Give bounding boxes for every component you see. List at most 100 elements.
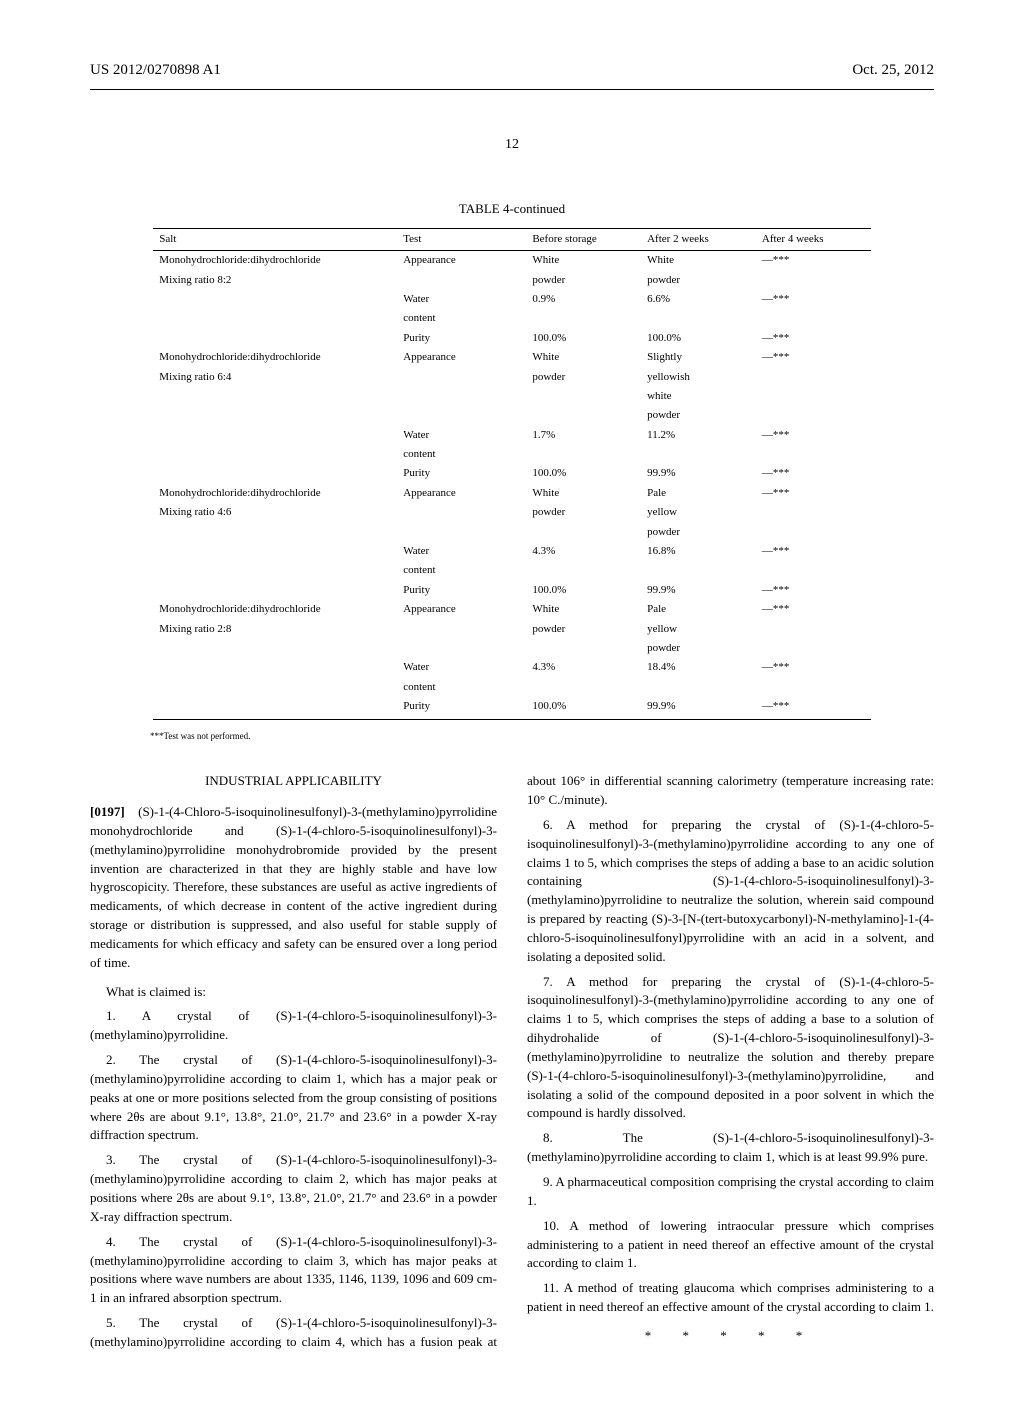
table-cell: Appearance bbox=[397, 251, 526, 271]
claim-9: 9. A pharmaceutical composition comprisi… bbox=[527, 1173, 934, 1211]
table-row: Monohydrochloride:dihydrochlorideAppeara… bbox=[153, 600, 870, 619]
table-cell: Mixing ratio 6:4 bbox=[153, 368, 397, 387]
table-cell: Monohydrochloride:dihydrochloride bbox=[153, 600, 397, 619]
table-cell: Monohydrochloride:dihydrochloride bbox=[153, 348, 397, 367]
table-cell bbox=[153, 678, 397, 697]
table-row: content bbox=[153, 445, 870, 464]
table-cell: 0.9% bbox=[526, 290, 641, 309]
table-cell: Appearance bbox=[397, 348, 526, 367]
table-cell bbox=[641, 309, 756, 328]
table-cell: Mixing ratio 8:2 bbox=[153, 271, 397, 290]
table-row: Water4.3%16.8%—*** bbox=[153, 542, 870, 561]
col-salt: Salt bbox=[153, 228, 397, 250]
header-divider bbox=[90, 89, 934, 90]
table-cell: —*** bbox=[756, 484, 871, 503]
claim-1: 1. A crystal of (S)-1-(4-chloro-5-isoqui… bbox=[90, 1007, 497, 1045]
table-4-continued: TABLE 4-continued Salt Test Before stora… bbox=[153, 200, 870, 720]
table-cell: Purity bbox=[397, 329, 526, 348]
table-cell bbox=[153, 561, 397, 580]
table-cell bbox=[153, 309, 397, 328]
table-cell: content bbox=[397, 445, 526, 464]
table-cell bbox=[397, 271, 526, 290]
table-row: Water4.3%18.4%—*** bbox=[153, 658, 870, 677]
table-cell: —*** bbox=[756, 600, 871, 619]
table-row: white bbox=[153, 387, 870, 406]
table-cell bbox=[153, 542, 397, 561]
table-cell: —*** bbox=[756, 251, 871, 271]
table-cell bbox=[153, 658, 397, 677]
table-cell bbox=[641, 678, 756, 697]
table-row: powder bbox=[153, 639, 870, 658]
table-caption: TABLE 4-continued bbox=[153, 200, 870, 218]
table-cell: powder bbox=[526, 368, 641, 387]
table-cell bbox=[526, 445, 641, 464]
table-cell bbox=[526, 387, 641, 406]
claim-8: 8. The (S)-1-(4-chloro-5-isoquinolinesul… bbox=[527, 1129, 934, 1167]
table-row: content bbox=[153, 678, 870, 697]
table-row: Water1.7%11.2%—*** bbox=[153, 426, 870, 445]
claim-4: 4. The crystal of (S)-1-(4-chloro-5-isoq… bbox=[90, 1233, 497, 1308]
table-cell: 100.0% bbox=[641, 329, 756, 348]
table-cell bbox=[756, 406, 871, 425]
table-cell bbox=[756, 523, 871, 542]
table-cell bbox=[153, 697, 397, 719]
para-0197-text: (S)-1-(4-Chloro-5-isoquinolinesulfonyl)-… bbox=[90, 804, 497, 970]
table-cell: powder bbox=[526, 503, 641, 522]
table-cell: powder bbox=[641, 523, 756, 542]
table-row: Purity100.0%99.9%—*** bbox=[153, 581, 870, 600]
table-cell: 16.8% bbox=[641, 542, 756, 561]
table-cell: 6.6% bbox=[641, 290, 756, 309]
table-cell: —*** bbox=[756, 658, 871, 677]
table-row: Mixing ratio 6:4powderyellowish bbox=[153, 368, 870, 387]
table-cell bbox=[397, 639, 526, 658]
table-cell bbox=[153, 445, 397, 464]
claim-3: 3. The crystal of (S)-1-(4-chloro-5-isoq… bbox=[90, 1151, 497, 1226]
table-cell: Appearance bbox=[397, 600, 526, 619]
para-0197-label: [0197] bbox=[90, 804, 125, 819]
table-cell bbox=[153, 464, 397, 483]
table-cell bbox=[153, 290, 397, 309]
table-cell bbox=[526, 523, 641, 542]
paragraph-0197: [0197] (S)-1-(4-Chloro-5-isoquinolinesul… bbox=[90, 803, 497, 973]
table-cell: content bbox=[397, 561, 526, 580]
table-cell: Water bbox=[397, 542, 526, 561]
table-cell bbox=[756, 620, 871, 639]
table-header-row: Salt Test Before storage After 2 weeks A… bbox=[153, 228, 870, 250]
table-cell: yellow bbox=[641, 503, 756, 522]
table-cell: 99.9% bbox=[641, 581, 756, 600]
table-row: Purity100.0%99.9%—*** bbox=[153, 697, 870, 719]
claim-11: 11. A method of treating glaucoma which … bbox=[527, 1279, 934, 1317]
table-cell bbox=[153, 639, 397, 658]
table-row: powder bbox=[153, 523, 870, 542]
table-cell: Water bbox=[397, 426, 526, 445]
claims-intro: What is claimed is: bbox=[90, 983, 497, 1002]
table-cell: —*** bbox=[756, 426, 871, 445]
table-cell: 100.0% bbox=[526, 329, 641, 348]
table-row: content bbox=[153, 561, 870, 580]
table-row: Monohydrochloride:dihydrochlorideAppeara… bbox=[153, 348, 870, 367]
table-cell: 18.4% bbox=[641, 658, 756, 677]
table-cell: —*** bbox=[756, 542, 871, 561]
table-cell: White bbox=[526, 348, 641, 367]
table-cell bbox=[397, 406, 526, 425]
col-after4: After 4 weeks bbox=[756, 228, 871, 250]
table-cell bbox=[641, 445, 756, 464]
table-cell: content bbox=[397, 309, 526, 328]
claim-7: 7. A method for preparing the crystal of… bbox=[527, 973, 934, 1124]
table-row: Monohydrochloride:dihydrochlorideAppeara… bbox=[153, 251, 870, 271]
page-header: US 2012/0270898 A1 Oct. 25, 2012 bbox=[90, 60, 934, 81]
table-cell: Purity bbox=[397, 581, 526, 600]
table-cell bbox=[756, 678, 871, 697]
table-cell: Purity bbox=[397, 697, 526, 719]
table-cell: 100.0% bbox=[526, 697, 641, 719]
table-cell bbox=[526, 561, 641, 580]
table-cell bbox=[526, 406, 641, 425]
table-cell: —*** bbox=[756, 348, 871, 367]
table-cell: White bbox=[526, 600, 641, 619]
table-cell bbox=[641, 561, 756, 580]
table-cell bbox=[756, 445, 871, 464]
table-cell bbox=[397, 387, 526, 406]
table-cell: —*** bbox=[756, 581, 871, 600]
claim-10: 10. A method of lowering intraocular pre… bbox=[527, 1217, 934, 1274]
table-cell: White bbox=[526, 251, 641, 271]
